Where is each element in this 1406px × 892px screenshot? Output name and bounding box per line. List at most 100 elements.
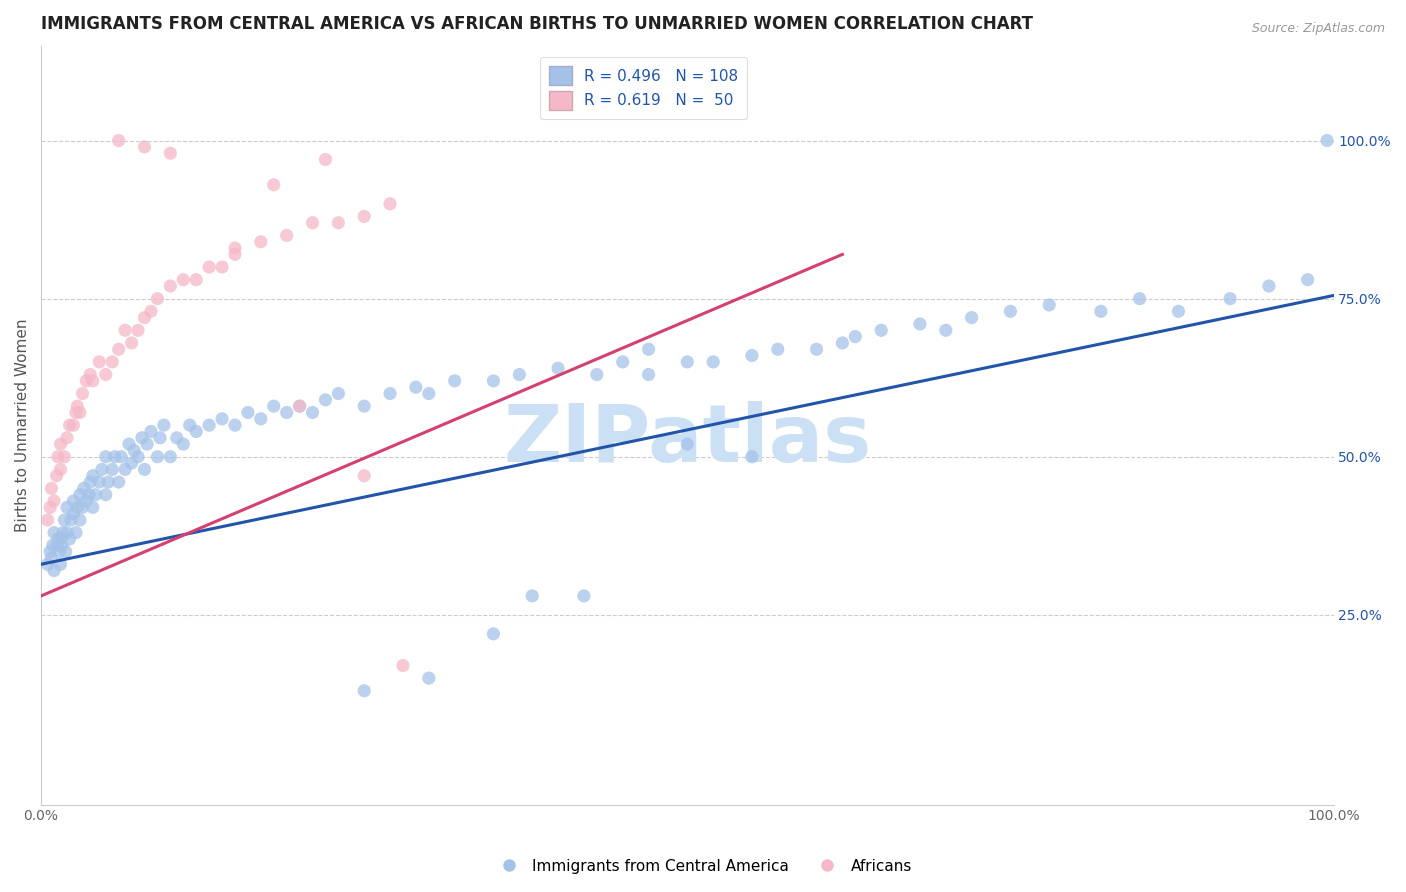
Point (1316, 134, 1339, 148)
Point (236, 405, 259, 419)
Point (94, 368, 117, 382)
Point (153, 418, 176, 433)
Point (114, 462, 136, 476)
Point (179, 418, 201, 433)
Point (301, 405, 323, 419)
Point (104, 450, 127, 464)
Point (69, 513, 91, 527)
Point (353, 683, 375, 698)
Point (114, 323, 136, 337)
Point (405, 380, 427, 394)
Point (101, 355, 124, 369)
Point (418, 671, 440, 685)
Point (134, 310, 156, 325)
Point (136, 437, 159, 451)
Point (56, 525, 79, 540)
Point (314, 392, 336, 407)
Point (41, 482, 63, 496)
Point (224, 247, 246, 261)
Point (702, 355, 724, 369)
Point (288, 399, 311, 413)
Point (301, 216, 323, 230)
Legend: R = 0.496   N = 108, R = 0.619   N =  50: R = 0.496 N = 108, R = 0.619 N = 50 (540, 57, 748, 119)
Point (741, 349, 763, 363)
Point (328, 216, 350, 230)
Point (59, 513, 82, 527)
Point (53, 450, 76, 464)
Point (66, 500, 89, 515)
Point (146, 292, 169, 306)
Point (53, 513, 76, 527)
Point (42, 538, 65, 552)
Point (935, 323, 957, 337)
Legend: Immigrants from Central America, Africans: Immigrants from Central America, African… (488, 853, 918, 880)
Point (585, 368, 607, 382)
Point (159, 279, 181, 293)
Point (522, 589, 544, 603)
Point (94, 488, 117, 502)
Point (1257, 279, 1279, 293)
Point (127, 450, 149, 464)
Point (51, 538, 73, 552)
Point (41, 551, 63, 566)
Point (378, 386, 401, 401)
Point (127, 323, 149, 337)
Point (46, 450, 69, 464)
Point (58, 532, 80, 546)
Point (56, 431, 79, 445)
Point (172, 437, 194, 451)
Point (1219, 292, 1241, 306)
Point (612, 355, 634, 369)
Point (676, 437, 699, 451)
Point (37, 558, 59, 572)
Point (159, 450, 181, 464)
Point (82, 374, 104, 388)
Point (960, 310, 983, 325)
Point (139, 304, 162, 318)
Point (101, 462, 124, 476)
Text: ZIPatlas: ZIPatlas (503, 401, 872, 479)
Point (82, 468, 104, 483)
Point (118, 437, 141, 451)
Point (908, 317, 931, 331)
Point (198, 418, 221, 433)
Point (250, 235, 273, 249)
Point (353, 468, 375, 483)
Point (72, 386, 94, 401)
Point (766, 343, 789, 357)
Point (97, 475, 120, 489)
Point (131, 431, 153, 445)
Point (72, 500, 94, 515)
Point (172, 273, 194, 287)
Point (482, 627, 505, 641)
Point (418, 386, 440, 401)
Point (90, 462, 112, 476)
Point (149, 431, 172, 445)
Point (79, 368, 101, 382)
Point (62, 494, 84, 508)
Point (870, 323, 893, 337)
Point (42, 494, 65, 508)
Point (637, 343, 659, 357)
Point (1167, 304, 1189, 318)
Point (69, 488, 91, 502)
Point (676, 355, 699, 369)
Point (45, 468, 67, 483)
Point (134, 462, 156, 476)
Point (121, 335, 143, 350)
Point (121, 456, 143, 470)
Point (276, 405, 298, 419)
Point (378, 196, 401, 211)
Point (547, 361, 569, 376)
Y-axis label: Births to Unmarried Women: Births to Unmarried Women (15, 318, 30, 532)
Point (89, 355, 111, 369)
Point (198, 260, 221, 274)
Point (314, 153, 336, 167)
Point (89, 475, 111, 489)
Point (62, 418, 84, 433)
Point (65, 525, 87, 540)
Point (288, 399, 311, 413)
Point (58, 418, 80, 433)
Point (65, 405, 87, 419)
Point (1090, 304, 1112, 318)
